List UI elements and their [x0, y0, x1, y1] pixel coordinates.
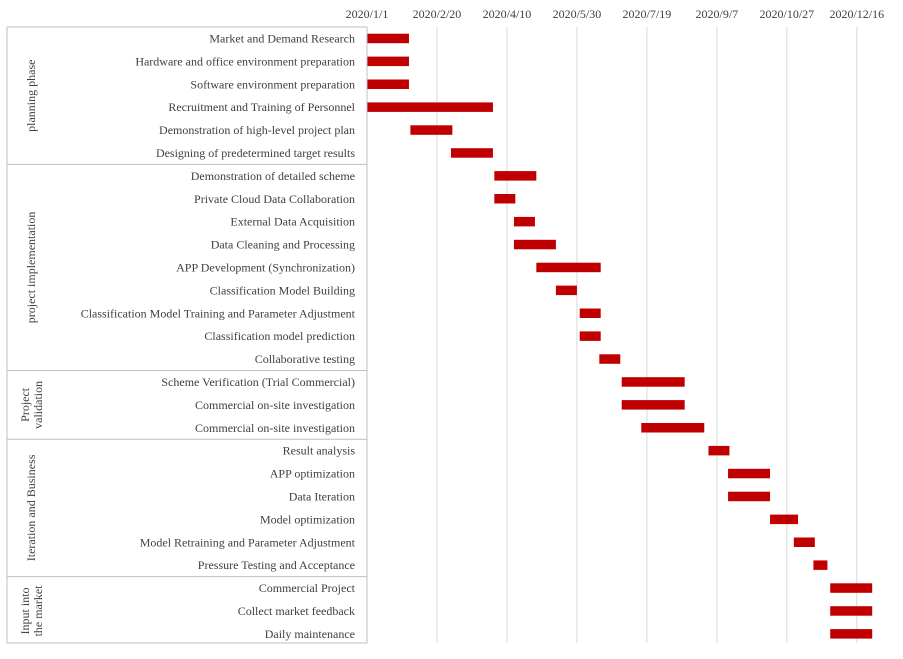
task-label: External Data Acquisition — [230, 215, 355, 229]
x-tick-label: 2020/2/20 — [413, 7, 462, 21]
phase-label-group: project implementation — [24, 212, 38, 324]
task-bar — [708, 445, 730, 456]
task-bar — [367, 79, 409, 89]
task-bar — [621, 377, 685, 387]
task-label: Commercial Project — [259, 581, 356, 595]
task-label: Classification Model Building — [210, 283, 355, 297]
x-tick-label: 2020/1/1 — [346, 7, 389, 21]
task-bar — [513, 216, 535, 227]
task-bar — [579, 308, 601, 318]
task-label: Designing of predetermined target result… — [156, 146, 355, 160]
task-label: Model Retraining and Parameter Adjustmen… — [140, 535, 356, 549]
task-bar — [513, 239, 556, 250]
task-label: Classification Model Training and Parame… — [81, 306, 356, 320]
task-bar — [579, 331, 601, 341]
task-label: Hardware and office environment preparat… — [135, 54, 355, 68]
task-bar — [367, 102, 493, 112]
task-bar — [555, 285, 577, 296]
x-tick-label: 2020/9/7 — [696, 7, 739, 21]
task-bar — [641, 423, 705, 433]
task-bar — [770, 514, 799, 525]
task-label: Collect market feedback — [238, 604, 355, 618]
phase-label: Input intothe market — [18, 585, 45, 637]
phase-label-group: Input intothe market — [18, 585, 45, 637]
task-label: Demonstration of high-level project plan — [159, 123, 355, 137]
phase-label: Iteration and Business — [24, 454, 38, 561]
x-tick-label: 2020/7/19 — [623, 7, 672, 21]
task-label: Scheme Verification (Trial Commercial) — [161, 375, 355, 389]
phase-label-line: validation — [31, 381, 45, 429]
task-label: Commercial on-site investigation — [195, 421, 355, 435]
task-label: Classification model prediction — [204, 329, 355, 343]
task-bar — [830, 629, 873, 639]
task-label: Data Iteration — [289, 489, 355, 503]
task-label: Data Cleaning and Processing — [211, 238, 355, 252]
task-bar — [830, 583, 873, 593]
task-label: Model optimization — [260, 512, 355, 526]
task-label: APP Development (Synchronization) — [176, 260, 355, 274]
task-bar — [830, 606, 873, 616]
task-label: Result analysis — [283, 444, 356, 458]
task-bar — [793, 537, 815, 547]
phase-label-line: the market — [31, 585, 45, 637]
task-label: Software environment preparation — [190, 77, 355, 91]
phase-label-line: Input into — [18, 587, 32, 634]
x-tick-label: 2020/4/10 — [483, 7, 532, 21]
task-bar — [728, 491, 771, 502]
task-bar — [367, 33, 409, 44]
phase-label-group: planning phase — [24, 60, 38, 132]
task-label: Collaborative testing — [255, 352, 355, 366]
phase-label-group: Iteration and Business — [24, 454, 38, 561]
task-label: Recruitment and Training of Personnel — [168, 100, 355, 114]
phase-label: project implementation — [24, 212, 38, 324]
x-tick-label: 2020/12/16 — [829, 7, 884, 21]
task-bar — [728, 468, 771, 479]
phase-label-group: Projectvalidation — [18, 381, 45, 429]
phase-label: planning phase — [24, 60, 38, 132]
task-bar — [410, 125, 453, 135]
task-bar — [367, 56, 409, 67]
x-tick-label: 2020/10/27 — [760, 7, 815, 21]
x-tick-label: 2020/5/30 — [553, 7, 602, 21]
task-bar — [536, 262, 601, 273]
task-bar — [599, 354, 621, 364]
phase-label: Projectvalidation — [18, 381, 45, 429]
task-label: Demonstration of detailed scheme — [191, 169, 355, 183]
task-label: Commercial on-site investigation — [195, 398, 355, 412]
phase-label-line: Project — [18, 387, 32, 422]
task-label: Market and Demand Research — [209, 31, 355, 45]
task-label: Pressure Testing and Acceptance — [198, 558, 355, 572]
task-label: Private Cloud Data Collaboration — [194, 192, 355, 206]
task-label: APP optimization — [270, 467, 355, 481]
task-bar — [450, 148, 493, 158]
task-bar — [621, 400, 685, 410]
task-bar — [494, 171, 537, 181]
task-label: Daily maintenance — [265, 627, 355, 641]
task-bar — [494, 194, 516, 204]
task-bar — [813, 560, 828, 570]
